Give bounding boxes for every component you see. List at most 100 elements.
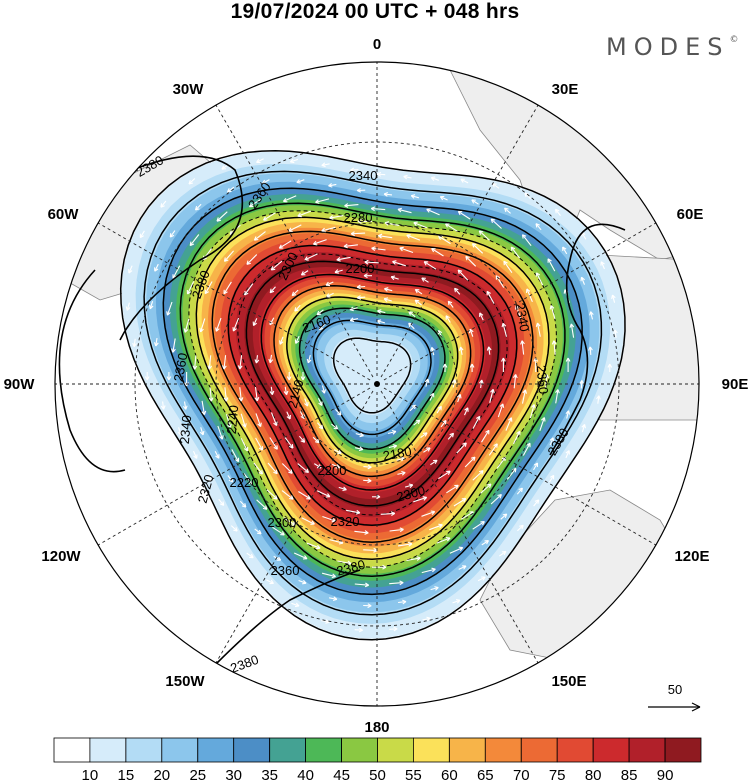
wind-arrow xyxy=(256,499,268,510)
wind-arrowhead xyxy=(221,165,226,170)
wind-arrowhead xyxy=(310,520,315,525)
wind-arrowhead xyxy=(227,188,232,193)
wind-arrow xyxy=(354,629,363,631)
wind-arrow xyxy=(328,183,337,187)
wind-arrowhead xyxy=(332,596,338,602)
wind-arrowhead xyxy=(544,374,550,379)
wind-arrow xyxy=(380,512,395,515)
wind-arrowhead xyxy=(252,321,258,327)
wind-arrowhead xyxy=(325,619,330,624)
wind-arrow xyxy=(331,463,340,469)
wind-arrowhead xyxy=(486,483,492,488)
wind-arrow xyxy=(513,374,517,389)
meridian-line xyxy=(380,104,539,378)
wind-arrow xyxy=(298,579,307,584)
wind-arrowhead xyxy=(273,421,278,427)
wind-arrow xyxy=(553,340,556,355)
wind-arrowhead xyxy=(408,483,414,489)
wind-arrowhead xyxy=(269,288,275,294)
wind-vectors xyxy=(125,158,618,633)
wind-arrow xyxy=(273,555,281,561)
wind-arrow xyxy=(389,628,398,630)
wind-arrowhead xyxy=(204,289,209,295)
wind-arrowhead xyxy=(414,288,420,294)
wind-arrowhead xyxy=(144,376,150,381)
wind-arrowhead xyxy=(501,357,506,362)
wind-arrowhead xyxy=(258,446,263,451)
wind-arrow xyxy=(396,457,405,461)
wind-arrowhead xyxy=(221,365,227,370)
wind-arrowhead xyxy=(364,582,370,588)
wind-arrowhead xyxy=(588,346,593,351)
wind-arrowhead xyxy=(257,529,262,535)
wind-arrow xyxy=(388,445,397,449)
wind-arrow xyxy=(335,409,342,416)
wind-arrow xyxy=(329,539,344,544)
wind-arrow xyxy=(408,322,415,330)
wind-arrowhead xyxy=(289,158,295,164)
wind-arrowhead xyxy=(193,454,198,459)
wind-arrow xyxy=(284,436,294,449)
wind-arrow xyxy=(590,311,594,320)
wind-arrowhead xyxy=(490,388,495,394)
wind-arrowhead xyxy=(316,544,321,550)
wind-arrow xyxy=(351,232,366,235)
wind-arrow xyxy=(533,462,538,471)
wind-arrow xyxy=(499,550,507,557)
colorbar-tick-label: 75 xyxy=(549,767,566,782)
graticule xyxy=(55,62,699,706)
wind-arrow xyxy=(344,204,359,207)
wind-arrow xyxy=(162,401,165,410)
wind-arrow xyxy=(371,247,386,251)
colorbar-swatch xyxy=(592,737,630,763)
wind-arrow xyxy=(270,386,273,395)
height-contour xyxy=(179,202,566,577)
wind-arrow xyxy=(505,417,512,431)
wind-arrow xyxy=(430,459,438,466)
wind-arrow xyxy=(189,234,200,246)
wind-arrowhead xyxy=(481,576,486,581)
wind-arrowhead xyxy=(476,415,481,421)
wind-arrow xyxy=(230,525,238,532)
wind-arrowhead xyxy=(520,340,525,345)
wind-arrow xyxy=(255,413,262,427)
wind-arrowhead xyxy=(356,284,361,290)
wind-arrow xyxy=(270,412,278,426)
wind-arrowhead xyxy=(283,390,289,396)
wind-arrowhead xyxy=(414,299,420,305)
wind-arrow xyxy=(456,442,467,454)
wind-arrow xyxy=(284,386,288,395)
wind-arrowhead xyxy=(383,191,389,197)
wind-arrow xyxy=(446,484,459,494)
wind-arrowhead xyxy=(447,300,453,306)
wind-arrow xyxy=(354,583,369,586)
height-contour xyxy=(298,307,446,450)
wind-arrowhead xyxy=(273,495,278,500)
wind-arrowhead xyxy=(286,376,292,381)
wind-arrow xyxy=(447,300,454,308)
wind-arrow xyxy=(266,579,274,584)
colorbar-tick-label: 70 xyxy=(513,767,530,782)
wind-arrow xyxy=(254,231,266,241)
wind-arrow xyxy=(421,511,435,517)
wind-arrowhead xyxy=(325,493,331,498)
wind-arrow xyxy=(506,468,517,480)
wind-arrow xyxy=(497,403,504,418)
wind-arrow xyxy=(244,283,254,296)
wind-arrowhead xyxy=(504,207,509,213)
wind-arrowhead xyxy=(464,407,469,412)
wind-arrowhead xyxy=(367,603,372,609)
wind-arrowhead xyxy=(263,216,268,221)
wind-arrow xyxy=(315,198,330,203)
wind-arrow xyxy=(295,335,300,344)
wind-arrowhead xyxy=(460,178,465,183)
colorbar-tick-label: 25 xyxy=(189,767,206,782)
wind-arrow xyxy=(397,471,406,475)
colorbar-tick-label: 10 xyxy=(82,767,99,782)
contour-label: 2280 xyxy=(344,210,373,225)
wind-arrowhead xyxy=(306,358,312,364)
wind-arrowhead xyxy=(160,405,166,410)
wind-arrowhead xyxy=(194,205,200,211)
wind-arrowhead xyxy=(254,359,260,364)
wind-arrow xyxy=(406,557,421,562)
